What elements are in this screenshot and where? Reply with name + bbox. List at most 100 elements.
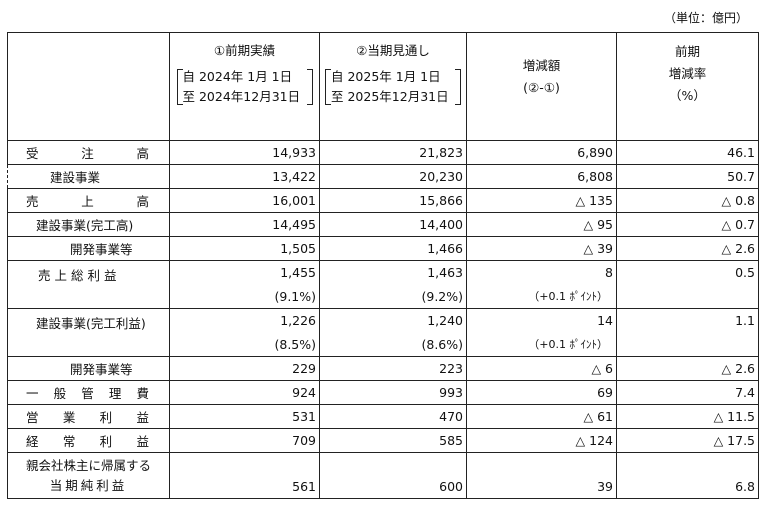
- header-current-forecast: ②当期見通し 自 2025年 1月 1日 至 2025年12月31日: [319, 32, 467, 141]
- row-ordinary-income: 経常利益 709 585 △ 124 △ 17.5: [7, 428, 759, 453]
- cell-rate: 1.1: [616, 308, 759, 357]
- row-sales-construction: 建設事業(完工高) 14,495 14,400 △ 95 △ 0.7: [7, 212, 759, 237]
- cell-diff-point: （+0.1 ﾎﾟｲﾝﾄ）: [466, 284, 617, 309]
- cell-diff: 6,808: [466, 164, 617, 189]
- cell-current: 21,823: [319, 140, 467, 165]
- row-label: 経常利益: [7, 428, 170, 453]
- header-row: ①前期実績 自 2024年 1月 1日 至 2024年12月31日 ②当期見通し…: [7, 32, 759, 141]
- row-gp-construction: 建設事業(完工利益) 1,226 1,240 14 1.1: [7, 308, 759, 357]
- row-sga: 一般管理費 924 993 69 7.4: [7, 380, 759, 405]
- cell-current: 585: [319, 428, 467, 453]
- row-sales-development: 開発事業等 1,505 1,466 △ 39 △ 2.6: [7, 236, 759, 261]
- cell-rate: 50.7: [616, 164, 759, 189]
- cell-current: 15,866: [319, 188, 467, 213]
- cell-rate: 46.1: [616, 140, 759, 165]
- header-rate-line2: 増減率: [668, 66, 707, 81]
- cell-rate: △ 2.6: [616, 356, 759, 381]
- header-change-amount: 増減額 (②-①): [466, 32, 617, 141]
- row-label: 営業利益: [7, 404, 170, 429]
- cell-current: 1,240: [319, 308, 467, 333]
- cell-current: 1,463: [319, 260, 467, 285]
- row-operating-income: 営業利益 531 470 △ 61 △ 11.5: [7, 404, 759, 429]
- header-prior-to: 至 2024年12月31日: [182, 89, 301, 104]
- header-prior-title: ①前期実績: [213, 43, 276, 58]
- row-orders: 受注高 14,933 21,823 6,890 46.1: [7, 140, 759, 165]
- cell-prior: 561: [169, 452, 320, 499]
- header-blank: [7, 32, 170, 141]
- cell-diff-point: （+0.1 ﾎﾟｲﾝﾄ）: [466, 332, 617, 357]
- row-label: 売上高: [7, 188, 170, 213]
- cell-prior: 924: [169, 380, 320, 405]
- row-label-line1: 親会社株主に帰属する: [25, 457, 151, 473]
- cell-prior: 14,495: [169, 212, 320, 237]
- row-label-text: 売上総利益: [38, 268, 121, 283]
- header-current-period: 自 2025年 1月 1日 至 2025年12月31日: [325, 67, 461, 107]
- row-label: 売上総利益: [7, 260, 170, 309]
- row-label: 受注高: [7, 140, 170, 165]
- unit-label: （単位：億円）: [663, 11, 748, 25]
- row-orders-construction: 建設事業 13,422 20,230 6,808 50.7: [7, 164, 759, 189]
- cell-current: 1,466: [319, 236, 467, 261]
- cell-rate: △ 17.5: [616, 428, 759, 453]
- cell-diff: 69: [466, 380, 617, 405]
- row-label: 開発事業等: [7, 236, 170, 261]
- row-sales: 売上高 16,001 15,866 △ 135 △ 0.8: [7, 188, 759, 213]
- row-label-line2: 当期純利益: [49, 477, 128, 493]
- cell-rate: △ 2.6: [616, 236, 759, 261]
- header-change-line2: (②-①): [523, 80, 560, 95]
- row-label: 開発事業等: [7, 356, 170, 381]
- cell-prior: 1,455: [169, 260, 320, 285]
- header-prior-period: 自 2024年 1月 1日 至 2024年12月31日: [176, 67, 313, 107]
- row-label: 一般管理費: [7, 380, 170, 405]
- cell-prior-margin: (9.1%): [169, 284, 320, 309]
- cell-current: 14,400: [319, 212, 467, 237]
- cell-diff: △ 95: [466, 212, 617, 237]
- row-net-income: 親会社株主に帰属する 当期純利益 561 600 39 6.8: [7, 452, 759, 499]
- row-gross-profit: 売上総利益 1,455 1,463 8 0.5: [7, 260, 759, 309]
- cell-prior: 229: [169, 356, 320, 381]
- header-prior-actual: ①前期実績 自 2024年 1月 1日 至 2024年12月31日: [169, 32, 320, 141]
- cell-diff: △ 124: [466, 428, 617, 453]
- header-prior-from: 自 2024年 1月 1日: [182, 69, 293, 84]
- header-current-from: 自 2025年 1月 1日: [331, 69, 441, 84]
- header-rate-line1: 前期: [674, 44, 700, 59]
- cell-rate: 0.5: [616, 260, 759, 309]
- cell-rate: 6.8: [616, 452, 759, 499]
- cell-prior: 709: [169, 428, 320, 453]
- cell-prior: 14,933: [169, 140, 320, 165]
- cell-diff: 6,890: [466, 140, 617, 165]
- cell-current: 470: [319, 404, 467, 429]
- cell-diff: △ 6: [466, 356, 617, 381]
- cell-diff: △ 135: [466, 188, 617, 213]
- cell-prior: 531: [169, 404, 320, 429]
- row-gross-profit-margin: (9.1%) (9.2%) （+0.1 ﾎﾟｲﾝﾄ）: [8, 284, 759, 309]
- header-rate-line3: （%）: [669, 88, 706, 103]
- forecast-table: ①前期実績 自 2024年 1月 1日 至 2024年12月31日 ②当期見通し…: [7, 32, 759, 499]
- cell-rate: 7.4: [616, 380, 759, 405]
- cell-current: 993: [319, 380, 467, 405]
- row-label: 親会社株主に帰属する 当期純利益: [7, 452, 170, 499]
- header-current-to: 至 2025年12月31日: [331, 89, 449, 104]
- header-change-rate: 前期 増減率 （%）: [616, 32, 759, 141]
- cell-current: 600: [319, 452, 467, 499]
- cell-rate: △ 11.5: [616, 404, 759, 429]
- cell-prior-margin: (8.5%): [169, 332, 320, 357]
- cell-current: 223: [319, 356, 467, 381]
- cell-diff: 8: [466, 260, 617, 285]
- cell-prior: 1,505: [169, 236, 320, 261]
- cell-diff: 39: [466, 452, 617, 499]
- cell-current-margin: (9.2%): [319, 284, 467, 309]
- row-label: 建設事業(完工高): [7, 212, 170, 237]
- cell-prior: 1,226: [169, 308, 320, 333]
- cell-rate: △ 0.7: [616, 212, 759, 237]
- header-change-line1: 増減額: [522, 58, 561, 73]
- row-label: 建設事業: [7, 164, 170, 189]
- cell-rate: △ 0.8: [616, 188, 759, 213]
- row-label: 建設事業(完工利益): [7, 308, 170, 357]
- cell-current: 20,230: [319, 164, 467, 189]
- cell-diff: △ 61: [466, 404, 617, 429]
- cell-diff: 14: [466, 308, 617, 333]
- header-current-title: ②当期見通し: [356, 43, 430, 58]
- cell-current-margin: (8.6%): [319, 332, 467, 357]
- cell-diff: △ 39: [466, 236, 617, 261]
